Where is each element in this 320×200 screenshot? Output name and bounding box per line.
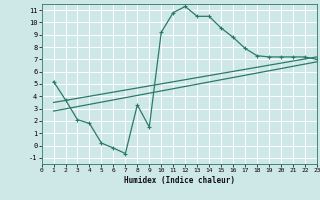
X-axis label: Humidex (Indice chaleur): Humidex (Indice chaleur) — [124, 176, 235, 185]
